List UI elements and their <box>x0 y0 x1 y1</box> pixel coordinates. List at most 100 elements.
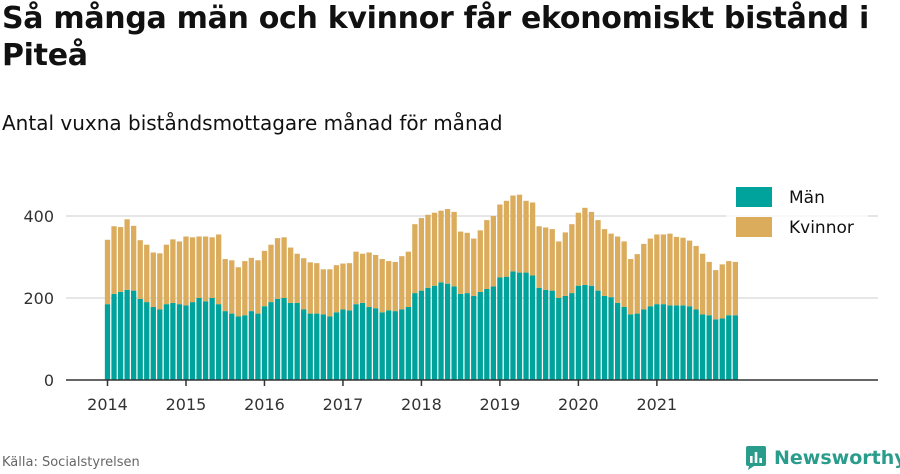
bar-kvinnor <box>634 254 640 314</box>
bar-man <box>399 309 405 380</box>
bar-kvinnor <box>340 263 346 310</box>
bar-kvinnor <box>320 269 326 315</box>
bar-kvinnor <box>104 239 111 305</box>
bar-kvinnor <box>150 252 156 308</box>
source-note: Källa: Socialstyrelsen <box>2 455 140 470</box>
bar-kvinnor <box>477 230 483 292</box>
bar-kvinnor <box>144 244 150 303</box>
bar-man <box>719 318 725 380</box>
bar-man <box>680 305 686 380</box>
bar-kvinnor <box>261 250 268 307</box>
bar-man <box>438 282 444 380</box>
x-tick-label: 2018 <box>401 395 442 414</box>
bar-kvinnor <box>706 261 712 316</box>
bar-man <box>366 307 372 380</box>
bar-man <box>634 313 640 380</box>
bar-man <box>503 276 510 380</box>
bar-man <box>372 308 379 380</box>
bar-kvinnor <box>399 256 405 310</box>
bar-man <box>111 293 117 380</box>
bar-kvinnor <box>608 233 614 298</box>
bar-kvinnor <box>510 195 516 272</box>
x-tick-label: 2017 <box>323 395 364 414</box>
bar-man <box>268 302 274 380</box>
bar-man <box>575 285 582 380</box>
bar-man <box>379 312 385 380</box>
bar-kvinnor <box>248 257 255 312</box>
bar-kvinnor <box>425 214 431 288</box>
bar-man <box>176 304 183 380</box>
bar-man <box>274 298 281 380</box>
legend-label: Kvinnor <box>789 218 854 238</box>
bar-kvinnor <box>699 253 706 315</box>
x-tick-label: 2016 <box>244 395 285 414</box>
brand-name: Newsworthy <box>774 447 900 469</box>
bar-man <box>157 309 163 380</box>
bar-man <box>536 287 542 380</box>
bar-man <box>484 288 490 380</box>
bar-man <box>301 309 307 380</box>
newsworthy-logo-icon <box>746 446 766 470</box>
bar-man <box>451 286 457 380</box>
bar-man <box>569 293 575 380</box>
bar-kvinnor <box>601 229 608 296</box>
bar-kvinnor <box>117 227 124 292</box>
bar-kvinnor <box>503 200 510 277</box>
bar-man <box>497 277 503 380</box>
bar-man <box>458 293 464 380</box>
bar-kvinnor <box>451 211 457 287</box>
bar-kvinnor <box>431 212 438 286</box>
bar-kvinnor <box>386 261 392 311</box>
bar-man <box>287 302 294 380</box>
bar-kvinnor <box>654 234 660 305</box>
bar-kvinnor <box>301 258 307 310</box>
bar-kvinnor <box>379 259 385 313</box>
bar-kvinnor <box>111 226 117 294</box>
bar-kvinnor <box>713 270 719 320</box>
bar-man <box>209 298 215 380</box>
x-tick-label: 2014 <box>87 395 128 414</box>
bar-man <box>163 304 170 380</box>
bar-man <box>523 272 529 380</box>
bar-kvinnor <box>235 267 241 317</box>
bar-man <box>726 315 732 380</box>
newsworthy-brand[interactable]: Newsworthy <box>744 443 900 473</box>
bar-man <box>392 311 398 380</box>
bar-man <box>471 295 477 380</box>
x-tick-label: 2020 <box>558 395 599 414</box>
bar-man <box>588 285 595 380</box>
bar-kvinnor <box>202 236 209 302</box>
bar-kvinnor <box>327 269 333 317</box>
bar-man <box>196 298 202 380</box>
legend-swatch <box>736 217 772 237</box>
bar-kvinnor <box>660 234 667 305</box>
bar-kvinnor <box>418 218 425 291</box>
bar-kvinnor <box>333 265 340 313</box>
chart-subtitle: Antal vuxna biståndsmottagare månad för … <box>2 111 503 135</box>
bar-kvinnor <box>294 253 300 303</box>
bar-man <box>490 286 497 380</box>
bar-man <box>601 295 608 380</box>
bar-kvinnor <box>549 229 555 291</box>
bar-kvinnor <box>229 260 235 314</box>
bar-man <box>137 298 143 380</box>
bar-man <box>628 314 634 380</box>
bar-man <box>425 287 431 380</box>
bar-kvinnor <box>183 236 189 306</box>
bar-kvinnor <box>359 253 366 303</box>
bar-kvinnor <box>490 216 497 287</box>
bar-man <box>216 304 222 380</box>
bar-kvinnor <box>176 241 183 305</box>
bar-man <box>444 283 451 380</box>
bar-man <box>464 293 470 380</box>
bar-man <box>242 315 248 380</box>
bar-kvinnor <box>353 251 359 305</box>
bar-kvinnor <box>412 224 418 294</box>
bar-man <box>667 305 673 380</box>
bar-man <box>386 310 392 380</box>
bar-man <box>556 298 562 380</box>
bar-kvinnor <box>222 259 228 312</box>
x-tick-label: 2019 <box>480 395 521 414</box>
bar-man <box>359 302 366 380</box>
